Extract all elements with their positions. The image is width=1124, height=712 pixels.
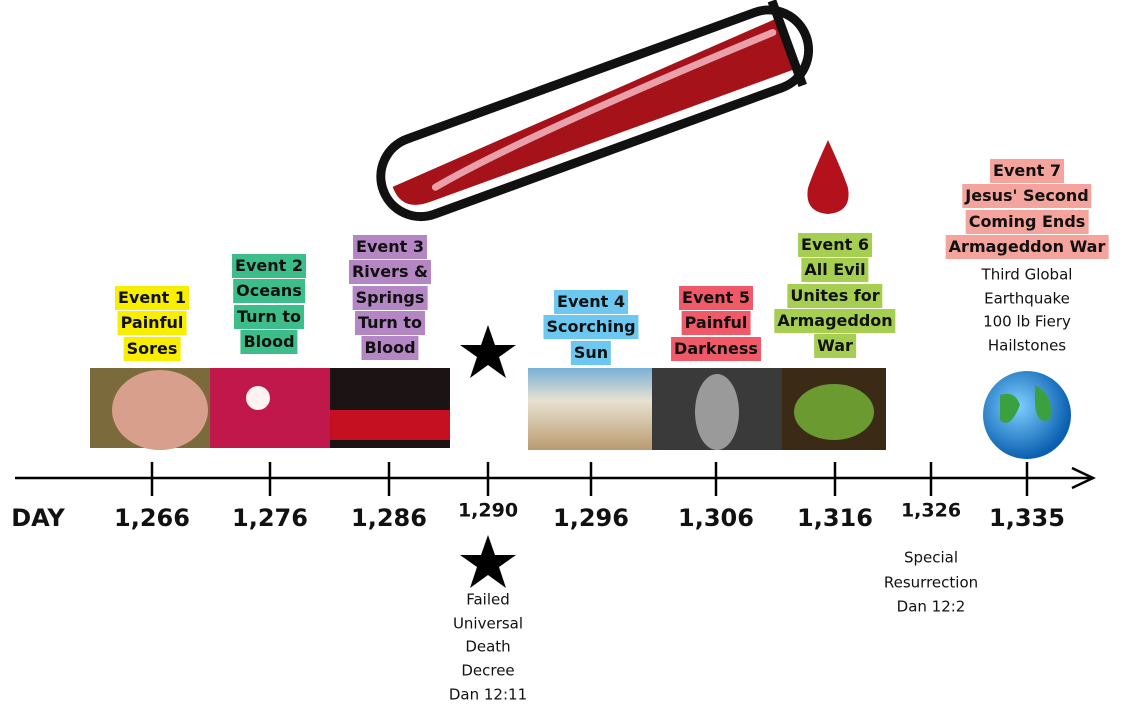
note: Universal [452, 614, 524, 633]
tick-label: 1,326 [900, 499, 962, 522]
axis-label: DAY [11, 504, 65, 532]
blood-drop [807, 140, 849, 214]
image [210, 368, 330, 448]
event-label: Turn to [233, 304, 305, 329]
note: Decree [461, 661, 515, 680]
axis-arrow [1071, 466, 1096, 490]
tick-label: 1,266 [114, 504, 190, 532]
tick-label: 1,296 [553, 504, 629, 532]
note: Death [465, 637, 511, 656]
image [112, 370, 208, 450]
image [246, 386, 270, 410]
tick-label: 1,335 [989, 504, 1065, 532]
event-label: Coming Ends [965, 209, 1089, 234]
event-note: Third Global [981, 265, 1073, 284]
event-label: Sores [123, 336, 181, 361]
tick-label: 1,286 [351, 504, 427, 532]
event-label: Painful [681, 311, 751, 336]
image [794, 384, 874, 440]
event-label: Rivers & [348, 260, 432, 285]
event-label: Darkness [671, 336, 761, 361]
event-label: Scorching [543, 315, 639, 340]
event-label: Unites for [787, 283, 883, 308]
tick-label: 1,306 [678, 504, 754, 532]
tick-label: 1,316 [797, 504, 873, 532]
event-label: Event 4 [554, 290, 628, 314]
event-label: Event 3 [353, 235, 427, 259]
image [330, 410, 450, 440]
event-label: Oceans [233, 279, 305, 304]
event-label: Event 1 [115, 286, 189, 310]
globe [1000, 385, 1051, 423]
event-label: Event 7 [990, 159, 1064, 183]
star [460, 535, 516, 588]
note: Failed [466, 590, 510, 609]
event-label: Painful [117, 311, 187, 336]
event-label: Event 5 [679, 286, 753, 310]
event-note: Earthquake [984, 289, 1070, 307]
test-tube [376, 0, 814, 222]
note: Special [903, 548, 959, 567]
image [695, 374, 739, 450]
note: Dan 12:11 [448, 685, 528, 704]
event-label: War [814, 334, 856, 359]
event-label: All Evil [801, 258, 869, 283]
event-label: Event 6 [798, 233, 872, 257]
event-label: Jesus' Second [962, 184, 1092, 209]
event-label: Armageddon War [945, 234, 1109, 259]
globe [983, 371, 1071, 459]
event-label: Springs [352, 285, 428, 310]
event-label: Sun [570, 340, 612, 365]
image [528, 368, 652, 450]
note: Resurrection [883, 573, 979, 591]
event-label: Blood [361, 336, 419, 361]
event-label: Turn to [354, 310, 426, 335]
event-label: Event 2 [232, 254, 306, 278]
star [460, 325, 516, 378]
tick-label: 1,290 [457, 499, 519, 522]
event-label: Armageddon [774, 308, 896, 333]
event-label: Blood [240, 329, 298, 354]
event-note: 100 lb Fiery [983, 312, 1071, 331]
tick-label: 1,276 [232, 504, 308, 532]
event-note: Hailstones [987, 336, 1067, 354]
note: Dan 12:2 [896, 597, 966, 616]
